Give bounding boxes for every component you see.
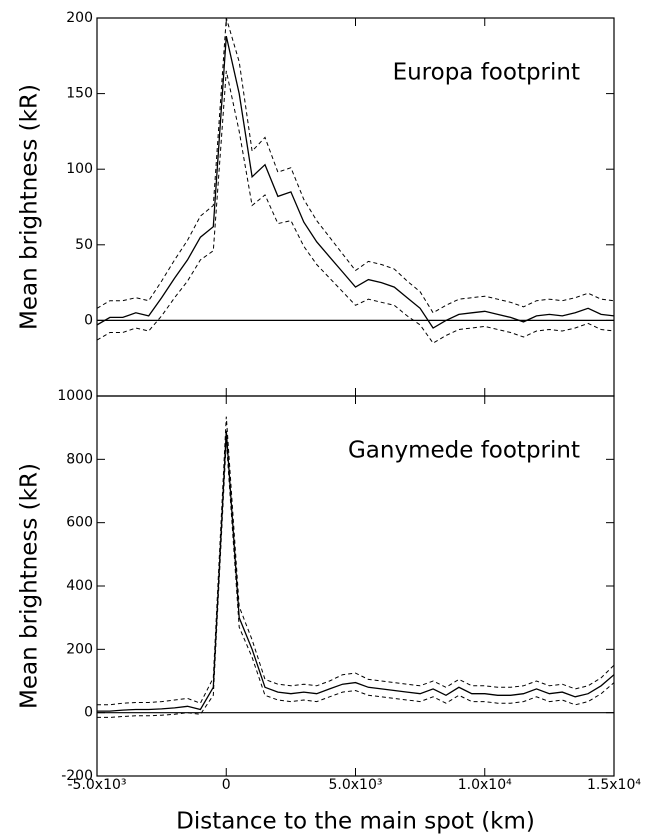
x-tick-label: 1.5x10⁴	[587, 777, 641, 793]
y-tick-label: 200	[66, 10, 93, 26]
y-tick-label: 800	[66, 451, 93, 467]
y-tick-label: 600	[66, 515, 93, 531]
series-line	[97, 35, 614, 329]
y-tick-label: 0	[84, 312, 93, 328]
series-line	[97, 18, 614, 314]
series-line	[97, 440, 614, 718]
annotation: Ganymede footprint	[348, 438, 580, 464]
y-tick-label: 150	[66, 86, 93, 102]
x-axis-label: Distance to the main spot (km)	[176, 809, 535, 835]
y-tick-label: 0	[84, 705, 93, 721]
x-tick-label: 0	[222, 777, 231, 793]
annotation: Europa footprint	[393, 60, 580, 86]
series-line	[97, 416, 614, 706]
y-axis-label: Mean brightness (kR)	[17, 84, 43, 330]
y-tick-label: 400	[66, 578, 93, 594]
y-tick-label: -200	[61, 768, 93, 784]
x-tick-label: 5.0x10³	[329, 777, 383, 793]
x-tick-label: -5.0x10³	[67, 777, 126, 793]
y-tick-label: 100	[66, 161, 93, 177]
y-tick-label: 50	[75, 237, 93, 253]
series-line	[97, 430, 614, 712]
y-axis-label: Mean brightness (kR)	[17, 463, 43, 709]
x-tick-label: 1.0x10⁴	[458, 777, 512, 793]
series-line	[97, 70, 614, 344]
y-tick-label: 1000	[57, 388, 93, 404]
y-tick-label: 200	[66, 641, 93, 657]
